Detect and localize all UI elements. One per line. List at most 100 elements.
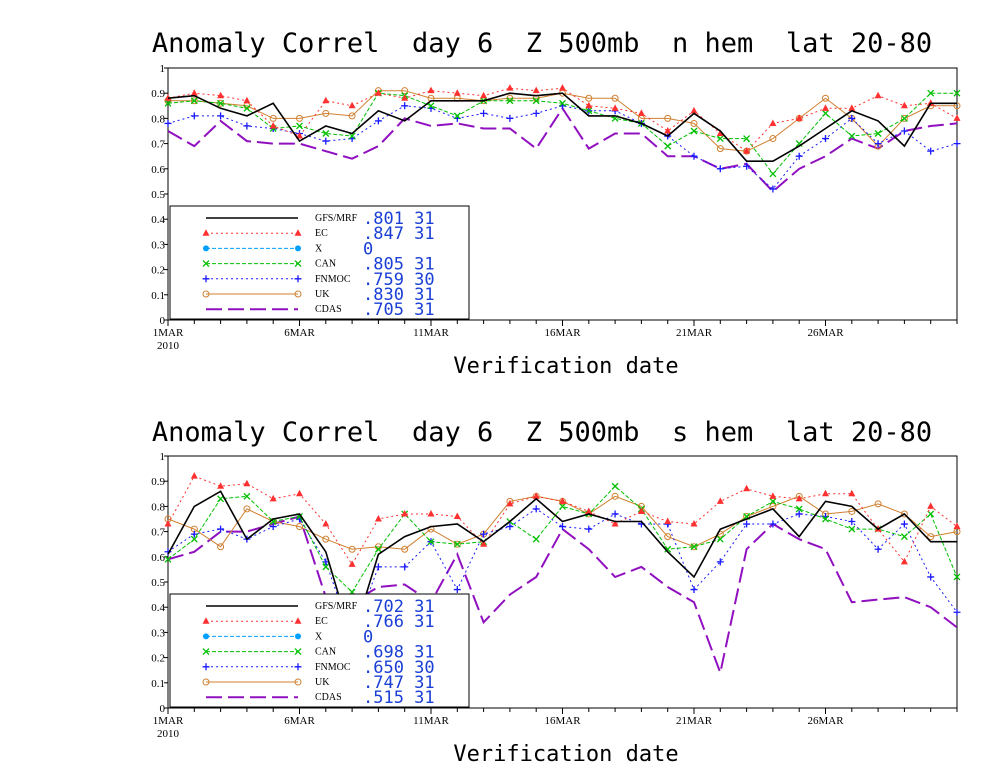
data-point bbox=[716, 497, 724, 504]
y-tick-label: 0.4 bbox=[151, 214, 165, 226]
data-point bbox=[585, 525, 593, 533]
y-tick-label: 0.1 bbox=[151, 678, 165, 690]
data-point bbox=[874, 91, 882, 99]
data-point bbox=[743, 520, 751, 528]
legend-label: EC bbox=[315, 616, 328, 627]
legend-marker bbox=[294, 260, 302, 268]
data-point bbox=[348, 545, 356, 553]
data-point bbox=[217, 525, 225, 533]
data-point bbox=[953, 114, 961, 121]
legend-score: .801 31 bbox=[363, 209, 435, 229]
legend-marker bbox=[202, 648, 210, 656]
data-point bbox=[190, 112, 198, 120]
x-tick-label: 21MAR bbox=[676, 327, 713, 339]
data-point bbox=[296, 114, 303, 122]
data-point bbox=[401, 87, 409, 95]
data-point bbox=[716, 558, 724, 566]
data-point bbox=[532, 505, 540, 513]
data-point bbox=[348, 101, 356, 109]
legend-item: FNMOC .650 30 bbox=[202, 658, 435, 678]
data-point bbox=[190, 97, 198, 105]
data-point bbox=[322, 520, 330, 527]
data-point bbox=[322, 137, 330, 145]
data-point bbox=[269, 121, 277, 129]
data-point bbox=[374, 89, 382, 96]
data-point bbox=[795, 510, 803, 518]
data-point bbox=[585, 101, 593, 109]
data-point bbox=[664, 517, 672, 525]
data-point bbox=[769, 170, 777, 178]
data-point bbox=[900, 510, 908, 518]
legend-item: UK .747 31 bbox=[202, 673, 435, 693]
data-point bbox=[453, 540, 461, 548]
legend-score: .805 31 bbox=[363, 255, 435, 275]
legend-marker bbox=[294, 663, 302, 671]
data-point bbox=[217, 99, 225, 107]
y-tick-label: 0.8 bbox=[151, 113, 165, 125]
data-point bbox=[374, 563, 382, 571]
chart-north-hemisphere: Anomaly Correl day 6 Z 500mb n hem lat 2… bbox=[151, 28, 961, 379]
y-tick-label: 0.9 bbox=[151, 476, 165, 488]
y-tick-label: 0.7 bbox=[151, 527, 165, 539]
legend-score: .747 31 bbox=[363, 673, 435, 693]
data-point bbox=[953, 522, 961, 530]
data-point bbox=[795, 494, 803, 502]
data-point bbox=[822, 94, 829, 102]
data-point bbox=[716, 135, 724, 143]
legend-box bbox=[169, 593, 470, 708]
data-point bbox=[532, 86, 540, 94]
data-point bbox=[401, 509, 409, 517]
legend-marker bbox=[202, 260, 210, 268]
series-can bbox=[164, 89, 961, 178]
data-point bbox=[585, 94, 593, 102]
data-point bbox=[900, 114, 908, 122]
y-tick-label: 0.4 bbox=[151, 602, 165, 614]
data-point bbox=[190, 472, 198, 479]
legend-label: CAN bbox=[315, 647, 336, 658]
data-point bbox=[769, 520, 777, 528]
data-point bbox=[322, 563, 330, 571]
data-point bbox=[506, 97, 514, 105]
legend-marker bbox=[202, 275, 210, 283]
chart-title: Anomaly Correl day 6 Z 500mb s hem lat 2… bbox=[152, 417, 932, 448]
legend-marker bbox=[203, 633, 209, 640]
legend-label: FNMOC bbox=[315, 662, 351, 673]
series-line bbox=[167, 92, 957, 162]
data-point bbox=[401, 545, 409, 553]
data-point bbox=[296, 122, 303, 130]
data-point bbox=[559, 523, 566, 531]
y-tick-label: 0.8 bbox=[151, 501, 165, 513]
x-tick-label: 16MAR bbox=[544, 715, 581, 727]
data-point bbox=[269, 518, 277, 525]
legend-label: X bbox=[315, 243, 323, 254]
data-point bbox=[769, 135, 777, 143]
data-point bbox=[690, 543, 698, 551]
data-point bbox=[559, 84, 566, 91]
data-point bbox=[190, 535, 198, 543]
data-point bbox=[453, 89, 461, 96]
data-point bbox=[217, 112, 225, 120]
data-point bbox=[243, 104, 251, 112]
legend-score: .650 30 bbox=[363, 658, 435, 678]
data-point bbox=[795, 152, 803, 160]
data-point bbox=[480, 540, 488, 547]
data-point bbox=[322, 130, 330, 137]
data-point bbox=[532, 97, 540, 105]
data-point bbox=[716, 165, 724, 173]
data-point bbox=[664, 114, 672, 122]
legend-score: .702 31 bbox=[363, 597, 435, 617]
data-point bbox=[243, 96, 251, 104]
data-point bbox=[927, 573, 935, 581]
y-tick-label: 0.6 bbox=[151, 552, 165, 564]
legend-item: CAN .698 31 bbox=[202, 643, 435, 663]
data-point bbox=[848, 132, 856, 140]
data-point bbox=[900, 533, 908, 541]
series-ec bbox=[164, 84, 961, 154]
y-tick-label: 1 bbox=[160, 451, 166, 463]
data-point bbox=[743, 484, 751, 492]
legend-label: GFS/MRF bbox=[315, 601, 358, 612]
x-tick-sublabel: 2010 bbox=[157, 728, 180, 740]
data-point bbox=[190, 530, 198, 538]
data-point bbox=[374, 515, 382, 522]
